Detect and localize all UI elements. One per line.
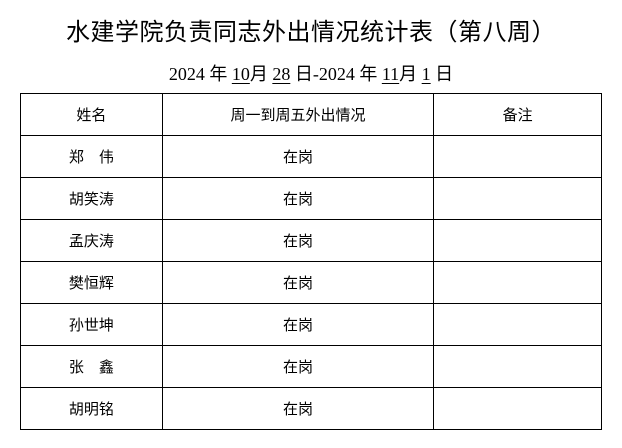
- table-row: 孙世坤 在岗: [20, 303, 602, 346]
- cell-name: 孟庆涛: [20, 219, 163, 262]
- cell-status: 在岗: [161, 261, 435, 304]
- cell-name: 孙世坤: [20, 303, 163, 346]
- header-name: 姓名: [20, 93, 163, 136]
- cell-note: [433, 261, 602, 304]
- table-row: 胡明铭 在岗: [20, 387, 602, 430]
- table-row: 樊恒辉 在岗: [20, 261, 602, 304]
- start-month: 10: [231, 64, 250, 84]
- cell-note: [433, 219, 602, 262]
- end-month: 11: [381, 64, 400, 84]
- year-char: 年: [209, 64, 228, 84]
- cell-note: [433, 303, 602, 346]
- header-status: 周一到周五外出情况: [161, 93, 435, 136]
- table-row: 胡笑涛 在岗: [20, 177, 602, 220]
- cell-status: 在岗: [161, 177, 435, 220]
- start-day: 28: [272, 64, 291, 84]
- cell-note: [433, 345, 602, 388]
- date-separator: -: [312, 64, 319, 84]
- start-year: 2024: [168, 64, 205, 84]
- table-row: 孟庆涛 在岗: [20, 219, 602, 262]
- header-note: 备注: [433, 93, 602, 136]
- cell-name: 樊恒辉: [20, 261, 163, 304]
- table-row: 张 鑫在岗: [20, 345, 602, 388]
- cell-status: 在岗: [161, 387, 435, 430]
- day-char: 日: [435, 64, 454, 84]
- document-title: 水建学院负责同志外出情况统计表（第八周）: [66, 18, 556, 46]
- cell-status: 在岗: [161, 135, 435, 178]
- year-char: 年: [359, 64, 378, 84]
- table-header: 姓名 周一到周五外出情况 备注: [20, 93, 602, 136]
- month-char: 月: [399, 64, 418, 84]
- cell-name: 胡明铭: [20, 387, 163, 430]
- cell-name: 郑 伟: [20, 135, 163, 178]
- date-range: 2024 年 10月 28 日-2024 年 11月 1 日: [0, 60, 622, 86]
- cell-note: [433, 177, 602, 220]
- end-day: 1: [421, 64, 431, 84]
- attendance-table: 姓名 周一到周五外出情况 备注 郑 伟在岗 胡笑涛 在岗 孟庆涛 在岗 樊恒辉 在岗 孙世坤在…: [20, 93, 602, 430]
- cell-status: 在岗: [161, 219, 435, 262]
- cell-name: 胡笑涛: [20, 177, 163, 220]
- end-year: 2024: [318, 64, 355, 84]
- table-row: 郑 伟在岗: [20, 135, 602, 178]
- cell-note: [433, 135, 602, 178]
- day-char: 日: [294, 64, 313, 84]
- month-char: 月: [249, 64, 268, 84]
- cell-note: [433, 387, 602, 430]
- cell-name: 张 鑫: [20, 345, 163, 388]
- cell-status: 在岗: [161, 345, 435, 388]
- cell-status: 在岗: [161, 303, 435, 346]
